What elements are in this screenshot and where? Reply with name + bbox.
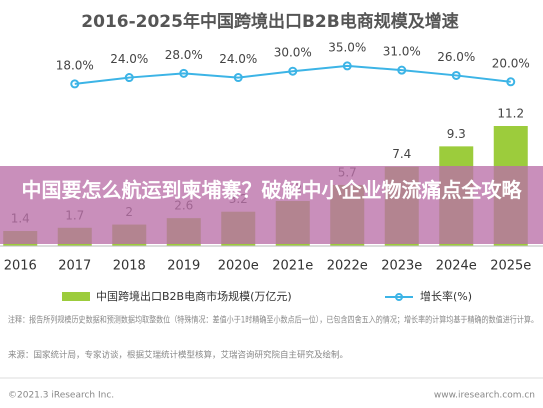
x-tick-label: 2024e — [436, 259, 477, 274]
growth-label: 26.0% — [437, 50, 475, 64]
x-tick-label: 2021e — [272, 259, 313, 274]
growth-label: 24.0% — [219, 52, 257, 66]
x-tick-label: 2020e — [218, 259, 259, 274]
bar-value-label: 11.2 — [497, 107, 524, 121]
x-tick-label: 2016 — [4, 259, 37, 274]
bar-value-label: 9.3 — [447, 127, 466, 141]
growth-label: 30.0% — [274, 46, 312, 60]
legend-label: 中国跨境出口B2B电商市场规模(万亿元) — [96, 289, 292, 303]
legend-swatch — [62, 292, 90, 301]
x-tick-label: 2017 — [58, 259, 91, 274]
growth-label: 24.0% — [110, 52, 148, 66]
growth-line — [74, 64, 511, 85]
x-tick-label: 2019 — [167, 259, 200, 274]
x-tick-label: 2018 — [113, 259, 146, 274]
footer-left: ©2021.3 iResearch Inc. — [8, 391, 114, 401]
growth-label: 28.0% — [165, 48, 203, 62]
chart-title: 2016-2025年中国跨境出口B2B电商规模及增速 — [81, 11, 458, 32]
banner[interactable]: 中国要怎么航运到柬埔寨？破解中小企业物流痛点全攻略 — [0, 166, 543, 244]
footer-right: www.iresearch.com.cn — [434, 391, 535, 401]
growth-label: 18.0% — [56, 58, 94, 72]
legend-label: 增长率(%) — [420, 289, 472, 303]
growth-label: 35.0% — [328, 40, 366, 54]
growth-label: 20.0% — [492, 56, 530, 70]
growth-label: 31.0% — [383, 45, 421, 59]
note: 注释：报告所列规模历史数据和预测数据均取整数位（特殊情况：差值小于1时精确至小数… — [8, 315, 538, 326]
x-tick-label: 2025e — [490, 259, 531, 274]
source: 来源：国家统计局，专家访谈，根据艾瑞统计模型核算，艾瑞咨询研究院自主研究及绘制。 — [8, 350, 348, 361]
bar-value-label: 7.4 — [392, 147, 411, 161]
x-tick-label: 2022e — [327, 259, 368, 274]
x-tick-label: 2023e — [381, 259, 422, 274]
